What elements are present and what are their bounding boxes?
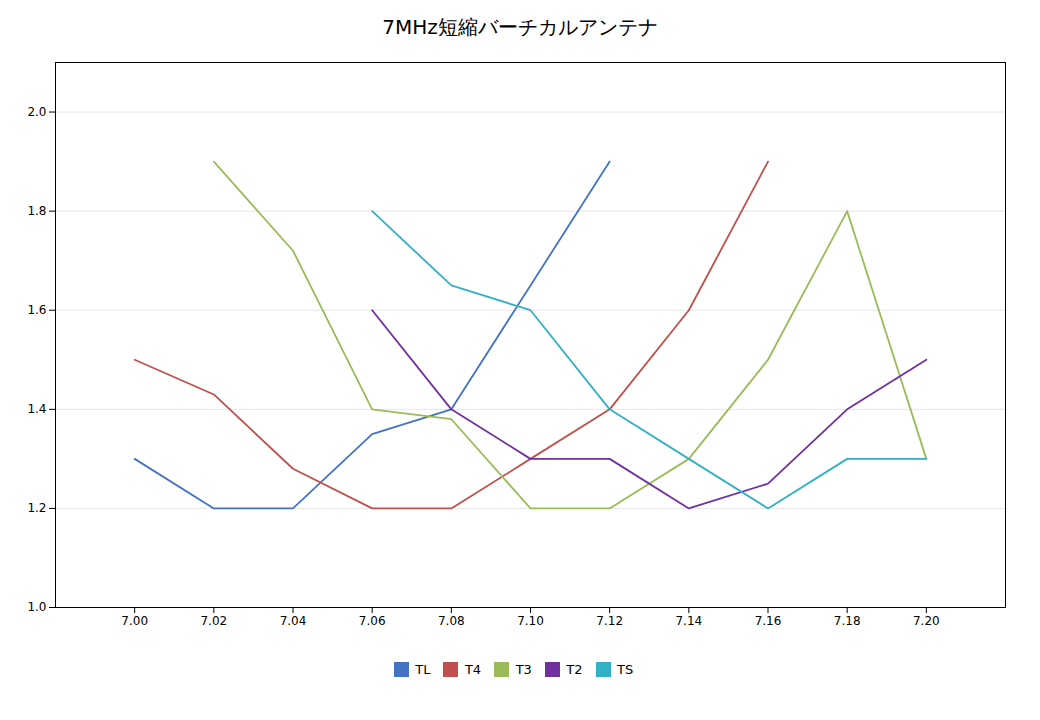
html-text:TS: TS	[617, 662, 634, 677]
svg-text:1.4: 1.4	[27, 402, 46, 416]
svg-text:7.18: 7.18	[834, 614, 861, 628]
svg-text:7.00: 7.00	[121, 614, 148, 628]
html-text:T3: T3	[515, 662, 532, 677]
svg-text:7.14: 7.14	[675, 614, 702, 628]
html-text:TL: TL	[415, 662, 431, 677]
html-text:T4: T4	[464, 662, 482, 677]
html-text:7MHz短縮バーチカルアンテナ: 7MHz短縮バーチカルアンテナ	[382, 15, 658, 39]
svg-text:7.02: 7.02	[200, 614, 227, 628]
svg-text:1.0: 1.0	[27, 600, 46, 614]
svg-text:7.20: 7.20	[913, 614, 940, 628]
svg-text:1.2: 1.2	[27, 501, 46, 515]
svg-text:2.0: 2.0	[27, 105, 46, 119]
svg-text:7.04: 7.04	[280, 614, 307, 628]
svg-text:7.08: 7.08	[438, 614, 465, 628]
svg-text:1.8: 1.8	[27, 204, 46, 218]
svg-text:7.10: 7.10	[517, 614, 544, 628]
svg-text:1.6: 1.6	[27, 303, 46, 317]
html-text:T2: T2	[566, 662, 583, 677]
svg-text:7.16: 7.16	[755, 614, 782, 628]
svg-text:7.12: 7.12	[596, 614, 623, 628]
svg-text:7.06: 7.06	[359, 614, 386, 628]
